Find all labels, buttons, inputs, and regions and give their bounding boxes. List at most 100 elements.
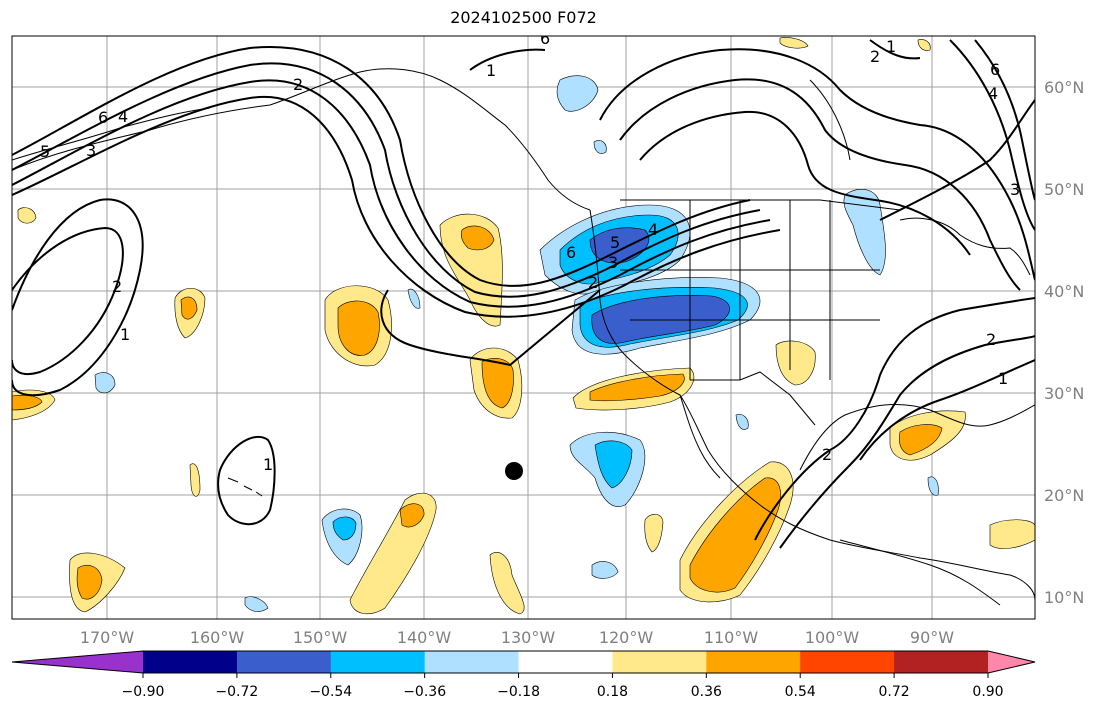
anomaly-fills <box>12 37 1035 615</box>
colorbar-segment <box>800 651 895 673</box>
negative-anomaly-small-8 <box>735 413 749 430</box>
north-america-west-coast <box>589 209 1035 601</box>
colorbar-segment <box>894 651 989 673</box>
hudson-bay <box>809 79 851 161</box>
contour-label: 5 <box>40 142 50 161</box>
latitude-labels: 60°N 50°N 40°N 30°N 20°N 10°N <box>1044 78 1084 607</box>
positive-anomaly-16 <box>189 463 201 497</box>
great-lakes <box>899 217 1031 276</box>
contour-line <box>12 46 751 287</box>
negative-anomaly-small-9 <box>593 140 607 154</box>
lon-label: 150°W <box>293 628 348 647</box>
contour-line <box>779 335 1035 549</box>
negative-anomaly-small-10 <box>927 476 939 496</box>
positive-anomaly-6-core <box>399 503 425 528</box>
positive-anomaly-14 <box>989 519 1035 549</box>
contour-line <box>380 289 601 367</box>
contour-label: 6 <box>98 108 108 127</box>
contour-line <box>12 95 781 318</box>
hawaii-islands <box>227 477 263 497</box>
contour-label: 1 <box>120 325 130 344</box>
baja-california <box>679 394 721 479</box>
lat-label: 10°N <box>1044 588 1084 607</box>
positive-anomaly-4-core <box>589 373 685 402</box>
colorbar-segment <box>612 651 707 673</box>
contour-label: 6 <box>990 60 1000 79</box>
contour-label: 2 <box>293 75 303 94</box>
contour-label: 2 <box>822 445 832 464</box>
positive-anomaly-2-core <box>337 300 380 356</box>
positive-anomaly-13 <box>644 513 664 553</box>
contour-line <box>12 79 771 308</box>
colorbar-tick-label: 0.90 <box>972 684 1003 700</box>
contour-line <box>619 78 1021 291</box>
lon-label: 160°W <box>190 628 245 647</box>
contour-label: 6 <box>540 29 550 48</box>
colorbar-segment <box>12 651 143 673</box>
contour-line <box>949 39 1035 231</box>
colorbar-tick-label: 0.18 <box>597 684 628 700</box>
colorbar-segment <box>706 651 801 673</box>
contour-label: 1 <box>886 37 896 56</box>
lon-label: 170°W <box>80 628 135 647</box>
positive-anomaly-8-core <box>180 296 198 320</box>
contour-label: 3 <box>86 141 96 160</box>
positive-anomaly-10-core <box>899 424 943 456</box>
contour-label: 6 <box>566 243 576 262</box>
positive-anomaly-3-core <box>481 357 514 409</box>
positive-anomaly-7-core <box>76 565 103 600</box>
negative-anomaly-subtropics-core <box>594 440 633 489</box>
colorbar-tick-label: −0.18 <box>497 684 540 700</box>
contour-line <box>599 48 1035 281</box>
lat-label: 20°N <box>1044 486 1084 505</box>
positive-anomaly-9-core <box>12 394 43 411</box>
lat-label: 60°N <box>1044 78 1084 97</box>
contour-line <box>639 110 971 256</box>
central-america <box>839 539 1001 606</box>
colorbar-tick-label: 0.36 <box>691 684 722 700</box>
lon-label: 140°W <box>397 628 452 647</box>
colorbar-tick-label: −0.90 <box>122 684 165 700</box>
colorbar-segment <box>518 651 613 673</box>
positive-anomaly-5-core <box>689 477 781 593</box>
contour-label: 2 <box>588 273 598 292</box>
contour-label: 3 <box>608 253 618 272</box>
lon-label: 130°W <box>501 628 556 647</box>
contour-label: 2 <box>986 330 996 349</box>
colorbar-tick-label: 0.72 <box>879 684 910 700</box>
us-canada-border <box>620 199 901 211</box>
us-mexico-border <box>690 371 816 426</box>
positive-anomaly-12 <box>489 552 525 615</box>
negative-anomaly-small-4 <box>94 372 116 394</box>
colorbar-ticks: −0.90 −0.72 −0.54 −0.36 −0.18 0.18 0.36 0.54 0.7… <box>122 673 1004 700</box>
colorbar-segment <box>424 651 520 673</box>
contour-label: 2 <box>870 47 880 66</box>
negative-anomaly-small-1 <box>556 75 599 112</box>
storm-marker <box>505 462 523 480</box>
contour-line <box>12 198 144 397</box>
contour-line <box>974 39 1035 201</box>
contour-labels: 6 4 5 3 2 1 2 1 1 6 5 4 3 2 6 2 1 4 6 3 … <box>40 29 1020 474</box>
contour-line <box>869 39 921 60</box>
colorbar-tick-label: −0.72 <box>215 684 258 700</box>
contour-line <box>859 359 1035 461</box>
positive-anomaly-1-core <box>460 225 495 251</box>
colorbar-tick-label: 0.54 <box>785 684 816 700</box>
negative-anomaly-small-7 <box>407 288 421 309</box>
contour-line <box>469 48 546 71</box>
contour-label: 4 <box>118 107 128 126</box>
colorbar-tick-label: −0.54 <box>309 684 352 700</box>
positive-anomaly-18 <box>917 39 931 51</box>
lat-label: 50°N <box>1044 180 1084 199</box>
colorbar <box>11 650 1036 674</box>
lat-label: 40°N <box>1044 282 1084 301</box>
contour-label: 4 <box>988 84 998 103</box>
gulf-coast <box>799 404 1035 471</box>
map-title: 2024102500 F072 <box>450 8 597 27</box>
lon-label: 120°W <box>599 628 654 647</box>
positive-anomaly-11 <box>775 340 816 386</box>
lat-label: 30°N <box>1044 384 1084 403</box>
contour-label: 3 <box>1010 180 1020 199</box>
contour-label: 2 <box>112 277 122 296</box>
